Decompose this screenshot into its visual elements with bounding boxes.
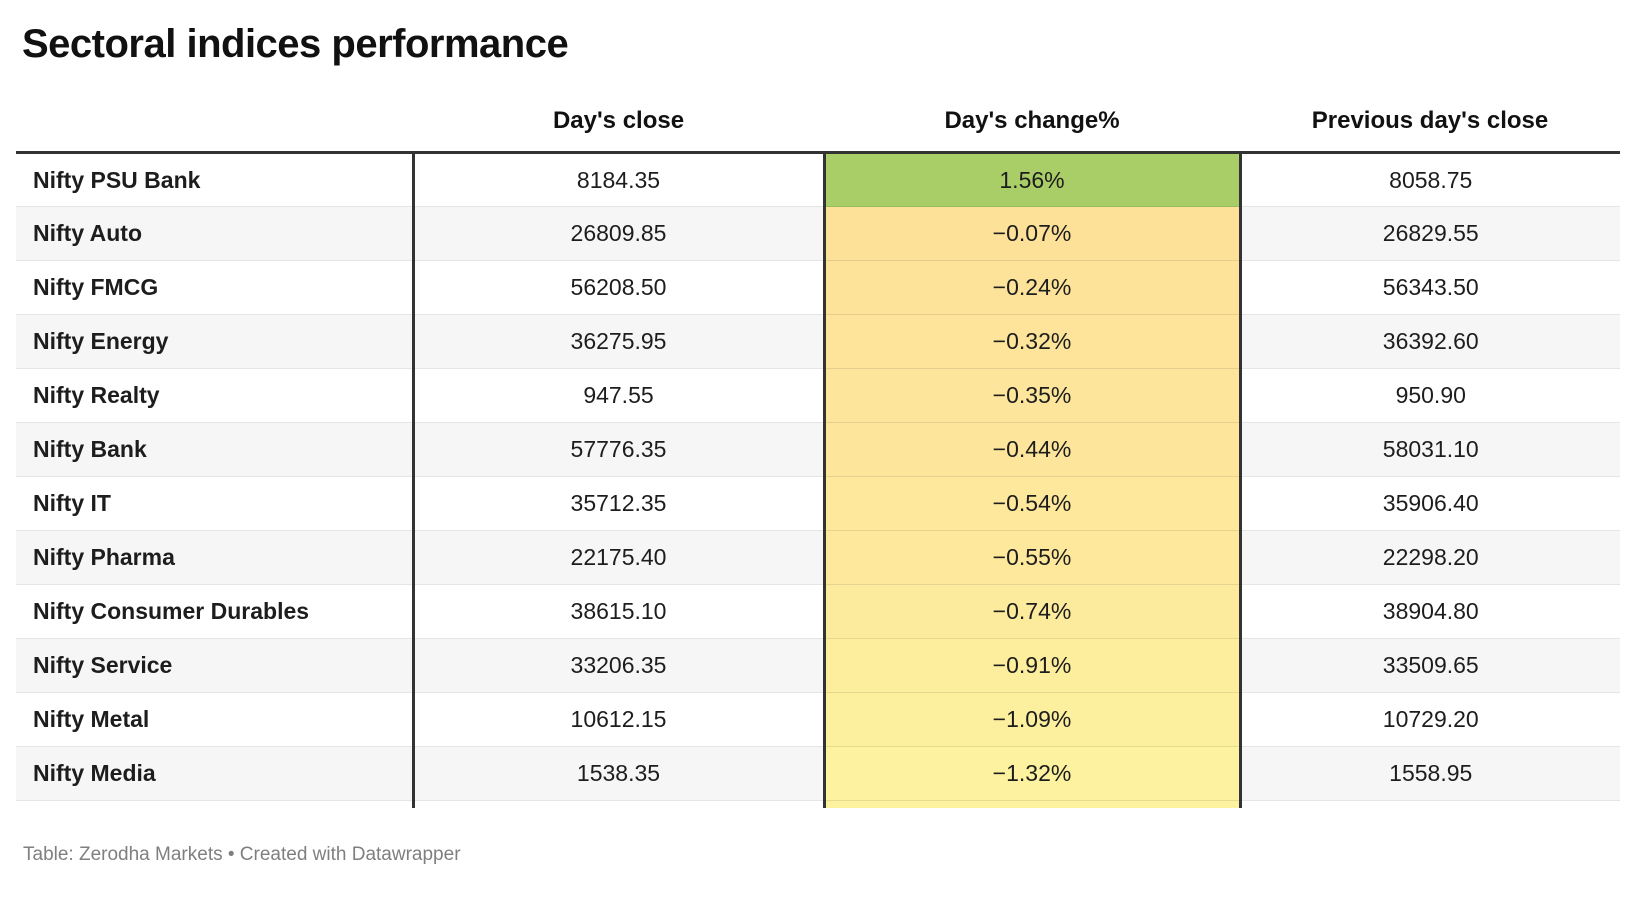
- days-close-cell: 35712.35: [413, 476, 824, 531]
- days-change-cell: 1.56%: [822, 152, 1242, 207]
- index-name-cell: Nifty Auto: [16, 206, 415, 261]
- days-change-cell: −0.55%: [822, 530, 1242, 585]
- days-close-cell: 1538.35: [413, 746, 824, 801]
- index-name-cell: Nifty Realty: [16, 368, 415, 423]
- index-name-cell: Nifty IT: [16, 476, 415, 531]
- tail-spacer: [1240, 800, 1620, 808]
- days-close-cell: 8184.35: [413, 152, 824, 207]
- days-change-cell: −0.74%: [822, 584, 1242, 639]
- prev-close-cell: 56343.50: [1240, 260, 1620, 315]
- column-header-days-change[interactable]: Day's change%: [824, 97, 1240, 154]
- table-row: Nifty Metal 10612.15 −1.09% 10729.20: [16, 692, 1620, 747]
- days-close-cell: 36275.95: [413, 314, 824, 369]
- tail-spacer: [16, 800, 415, 808]
- index-name-cell: Nifty Service: [16, 638, 415, 693]
- prev-close-cell: 22298.20: [1240, 530, 1620, 585]
- table-row: Nifty FMCG 56208.50 −0.24% 56343.50: [16, 260, 1620, 315]
- table-row: Nifty PSU Bank 8184.35 1.56% 8058.75: [16, 152, 1620, 207]
- prev-close-cell: 1558.95: [1240, 746, 1620, 801]
- column-header-days-close[interactable]: Day's close: [413, 97, 824, 154]
- index-name-cell: Nifty PSU Bank: [16, 152, 415, 207]
- days-close-cell: 26809.85: [413, 206, 824, 261]
- table-header: Day's close Day's change% Previous day's…: [16, 97, 1620, 154]
- prev-close-cell: 38904.80: [1240, 584, 1620, 639]
- index-name-cell: Nifty FMCG: [16, 260, 415, 315]
- prev-close-cell: 8058.75: [1240, 152, 1620, 207]
- days-close-cell: 38615.10: [413, 584, 824, 639]
- table-row: Nifty Energy 36275.95 −0.32% 36392.60: [16, 314, 1620, 369]
- prev-close-cell: 26829.55: [1240, 206, 1620, 261]
- prev-close-cell: 33509.65: [1240, 638, 1620, 693]
- days-change-cell: −0.07%: [822, 206, 1242, 261]
- prev-close-cell: 58031.10: [1240, 422, 1620, 477]
- table-row: Nifty Media 1538.35 −1.32% 1558.95: [16, 746, 1620, 801]
- table-row: Nifty Service 33206.35 −0.91% 33509.65: [16, 638, 1620, 693]
- days-close-cell: 57776.35: [413, 422, 824, 477]
- sectoral-indices-table: Day's close Day's change% Previous day's…: [16, 97, 1620, 808]
- table-row: Nifty Bank 57776.35 −0.44% 58031.10: [16, 422, 1620, 477]
- tail-spacer: [413, 800, 824, 808]
- prev-close-cell: 950.90: [1240, 368, 1620, 423]
- days-change-cell: −1.32%: [822, 746, 1242, 801]
- days-change-cell: −0.91%: [822, 638, 1242, 693]
- days-close-cell: 22175.40: [413, 530, 824, 585]
- days-close-cell: 33206.35: [413, 638, 824, 693]
- index-name-cell: Nifty Consumer Durables: [16, 584, 415, 639]
- table-footer: Table: Zerodha Markets • Created with Da…: [23, 843, 461, 865]
- table-row: Nifty Realty 947.55 −0.35% 950.90: [16, 368, 1620, 423]
- index-name-cell: Nifty Energy: [16, 314, 415, 369]
- table-row: Nifty IT 35712.35 −0.54% 35906.40: [16, 476, 1620, 531]
- index-name-cell: Nifty Bank: [16, 422, 415, 477]
- days-close-cell: 56208.50: [413, 260, 824, 315]
- days-change-cell: −0.35%: [822, 368, 1242, 423]
- days-change-cell: −0.44%: [822, 422, 1242, 477]
- table-row: Nifty Auto 26809.85 −0.07% 26829.55: [16, 206, 1620, 261]
- days-close-cell: 947.55: [413, 368, 824, 423]
- column-header-previous-close[interactable]: Previous day's close: [1240, 97, 1620, 154]
- index-name-cell: Nifty Metal: [16, 692, 415, 747]
- index-name-cell: Nifty Media: [16, 746, 415, 801]
- heatmap-column-tail: [16, 800, 1620, 808]
- prev-close-cell: 10729.20: [1240, 692, 1620, 747]
- days-close-cell: 10612.15: [413, 692, 824, 747]
- column-header-index[interactable]: [16, 97, 413, 154]
- days-change-cell: −1.09%: [822, 692, 1242, 747]
- chart-title: Sectoral indices performance: [22, 22, 569, 66]
- prev-close-cell: 36392.60: [1240, 314, 1620, 369]
- prev-close-cell: 35906.40: [1240, 476, 1620, 531]
- index-name-cell: Nifty Pharma: [16, 530, 415, 585]
- table-row: Nifty Consumer Durables 38615.10 −0.74% …: [16, 584, 1620, 639]
- tail-heatmap-extension: [822, 800, 1242, 808]
- days-change-cell: −0.54%: [822, 476, 1242, 531]
- days-change-cell: −0.24%: [822, 260, 1242, 315]
- table-row: Nifty Pharma 22175.40 −0.55% 22298.20: [16, 530, 1620, 585]
- days-change-cell: −0.32%: [822, 314, 1242, 369]
